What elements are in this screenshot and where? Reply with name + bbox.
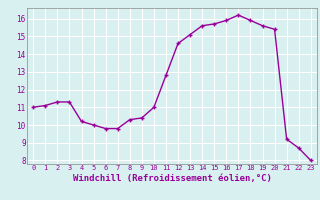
X-axis label: Windchill (Refroidissement éolien,°C): Windchill (Refroidissement éolien,°C) xyxy=(73,174,271,183)
